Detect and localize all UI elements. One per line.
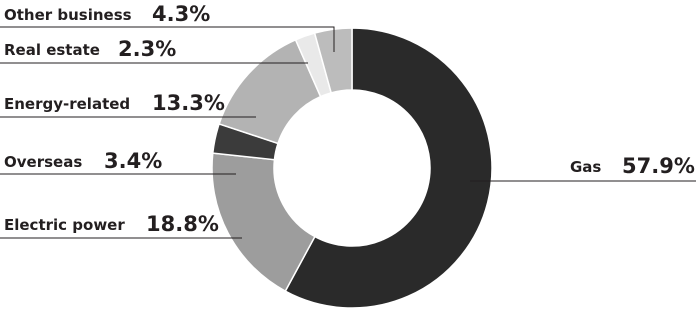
value-label: 13.3% bbox=[152, 91, 225, 115]
category-label: Energy-related bbox=[4, 95, 130, 113]
category-label: Real estate bbox=[4, 41, 100, 59]
value-label: 3.4% bbox=[104, 149, 162, 173]
donut-segment bbox=[313, 27, 353, 94]
donut-segment bbox=[284, 27, 493, 309]
category-label: Overseas bbox=[4, 153, 82, 171]
category-label: Gas bbox=[570, 158, 601, 176]
value-label: 4.3% bbox=[152, 2, 210, 26]
value-label: 18.8% bbox=[146, 212, 219, 236]
value-label: 57.9% bbox=[622, 154, 695, 178]
value-label: 2.3% bbox=[118, 37, 176, 61]
leader-line bbox=[0, 26, 335, 52]
category-label: Other business bbox=[4, 6, 132, 24]
category-label: Electric power bbox=[4, 216, 125, 234]
